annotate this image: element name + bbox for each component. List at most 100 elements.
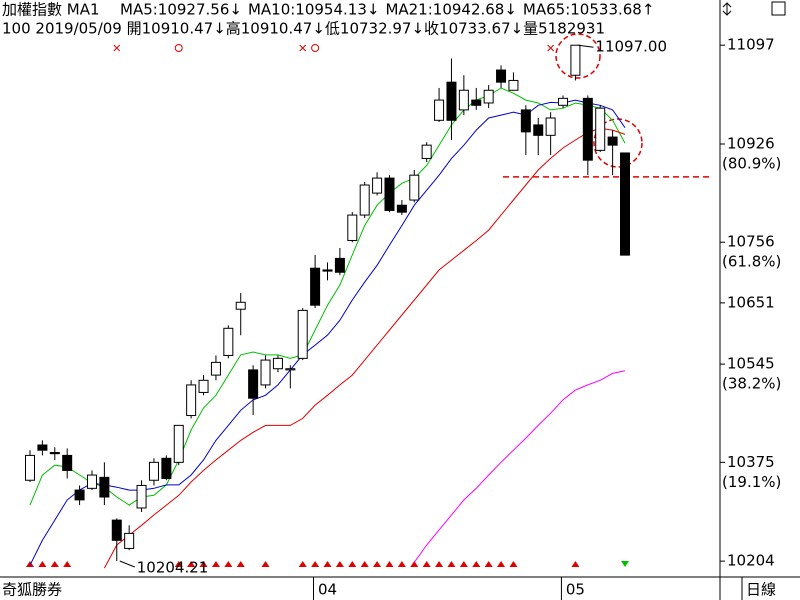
candle-body	[186, 384, 197, 417]
buy-signal	[311, 561, 320, 567]
legend-entry: MA65:10533.68↑	[523, 1, 654, 19]
chart-title: 加權指數 MA1	[2, 1, 100, 19]
x-tick-label: 05	[566, 581, 585, 599]
candle-body	[285, 368, 296, 371]
candle-body	[297, 309, 308, 359]
buy-signal	[187, 561, 196, 567]
y-tick-label: 10651	[727, 293, 775, 311]
buy-signal	[373, 561, 382, 567]
candle-body	[235, 301, 246, 310]
legend-entry: MA21:10942.68↓	[385, 1, 516, 19]
window-button[interactable]	[771, 1, 786, 16]
buy-signal	[236, 561, 245, 567]
buy-signal	[472, 561, 481, 567]
candle-body	[347, 214, 358, 241]
annotation-leader	[578, 44, 594, 48]
candle-body	[372, 177, 383, 194]
sell-signal	[621, 561, 630, 567]
buy-signal	[224, 561, 233, 567]
buy-signal	[174, 561, 183, 567]
candle-body	[37, 444, 48, 451]
candle-body	[508, 79, 519, 91]
footer-left: 奇狐勝券	[2, 581, 62, 599]
candle-body	[124, 532, 135, 549]
buy-signal	[447, 561, 456, 567]
buy-signal	[211, 561, 220, 567]
y-tick-note: (19.1%)	[722, 473, 781, 491]
candle-body	[334, 257, 345, 273]
buy-signal	[410, 561, 419, 567]
ma-line	[103, 127, 626, 569]
candle-body	[148, 461, 159, 481]
buy-signal	[26, 561, 34, 567]
y-tick-label: 10545	[727, 355, 775, 373]
candle-body	[434, 99, 445, 121]
y-tick-label: 10204	[727, 552, 775, 570]
candle-body	[173, 424, 184, 463]
legend-entry: MA10:10954.13↓	[248, 1, 379, 19]
candle-body	[483, 89, 494, 104]
cross-marker	[547, 44, 554, 52]
legend-entry: MA5:10927.56↓	[120, 1, 242, 19]
candle-body	[396, 204, 407, 213]
y-tick-note: (80.9%)	[722, 154, 781, 172]
scale-button[interactable]	[722, 2, 732, 16]
candle-body	[520, 109, 531, 133]
buy-signal	[348, 561, 357, 567]
y-tick-label: 10375	[727, 453, 775, 471]
candle-body	[260, 359, 271, 386]
buy-signal	[261, 561, 270, 567]
y-tick-note: (38.2%)	[722, 375, 781, 393]
y-tick-label: 10926	[727, 134, 775, 152]
buy-signal	[397, 561, 406, 567]
candle-body	[25, 454, 35, 481]
candle-body	[545, 117, 556, 136]
buy-signal	[323, 561, 332, 567]
buy-signal	[497, 561, 506, 567]
x-tick-label: 04	[318, 581, 337, 599]
candle-body	[99, 476, 110, 498]
ohlc-info: 100 2019/05/09 開10910.47↓高10910.47↓低1073…	[2, 20, 605, 38]
candle-body	[533, 124, 544, 136]
cross-marker	[113, 44, 121, 52]
ma-line	[29, 87, 626, 506]
buy-signal	[435, 561, 444, 567]
candle-body	[86, 474, 97, 489]
candle-body	[471, 99, 482, 106]
candle-body	[607, 136, 618, 146]
footer-right: 日線	[746, 581, 776, 599]
buy-signal	[459, 561, 468, 567]
candle-body	[136, 484, 147, 509]
buy-signal	[484, 561, 493, 567]
candle-body	[62, 454, 73, 471]
candle-body	[620, 152, 631, 256]
candle-body	[446, 81, 457, 121]
annotation-label: 10204.21	[137, 559, 209, 577]
y-tick-label: 11097	[727, 36, 775, 54]
buy-signal	[63, 561, 72, 567]
ma-line	[413, 370, 626, 563]
candle-body	[582, 97, 593, 161]
buy-signal	[509, 561, 518, 567]
candle-body	[595, 107, 606, 151]
highlight-circle	[555, 33, 601, 79]
buy-signal	[335, 561, 344, 567]
circle-marker	[311, 44, 320, 52]
candle-body	[161, 457, 172, 480]
candle-body	[359, 184, 370, 216]
candle-body	[496, 69, 507, 83]
y-tick-note: (61.8%)	[722, 253, 781, 271]
candle-body	[409, 174, 420, 201]
candle-body	[223, 327, 234, 356]
buy-signal	[422, 561, 431, 567]
buy-signal	[38, 561, 47, 567]
highlight-circle	[593, 118, 643, 168]
candle-body	[421, 144, 432, 159]
candle-body	[111, 519, 122, 541]
candle-body	[74, 489, 85, 501]
buy-signal	[360, 561, 369, 567]
cross-marker	[299, 44, 307, 52]
buy-signal	[199, 561, 208, 567]
